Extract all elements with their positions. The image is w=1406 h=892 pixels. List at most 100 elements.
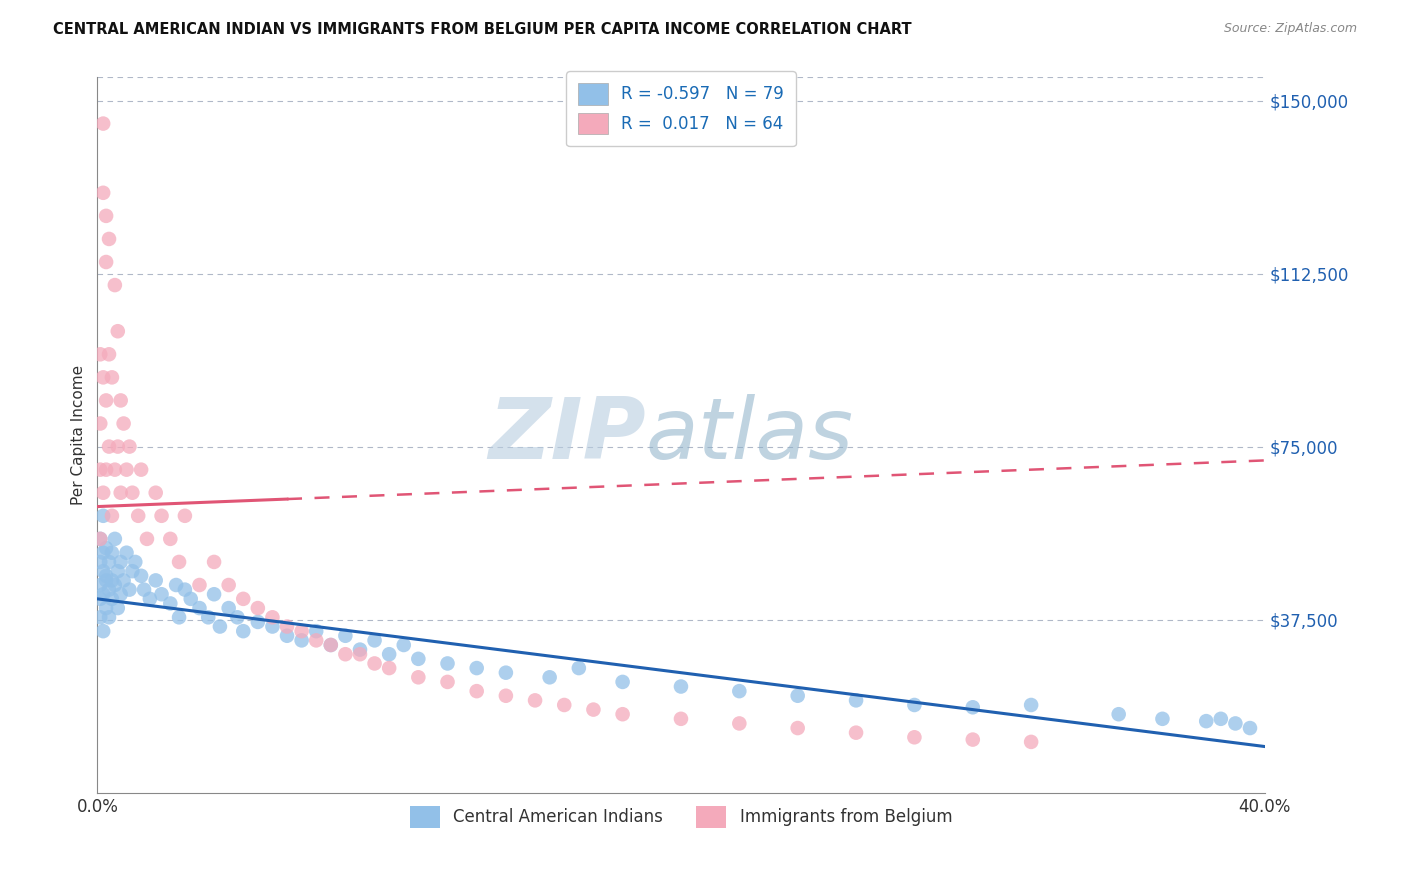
Point <box>232 624 254 639</box>
Point <box>1108 707 1130 722</box>
Point <box>89 555 111 569</box>
Point <box>335 647 357 661</box>
Point <box>129 568 152 582</box>
Point <box>121 485 143 500</box>
Point <box>167 610 190 624</box>
Point <box>553 698 575 712</box>
Point <box>319 638 342 652</box>
Legend: Central American Indians, Immigrants from Belgium: Central American Indians, Immigrants fro… <box>404 799 959 834</box>
Point <box>98 555 121 569</box>
Point <box>89 347 111 361</box>
Point <box>226 610 249 624</box>
Point <box>728 716 751 731</box>
Point <box>188 578 211 592</box>
Text: CENTRAL AMERICAN INDIAN VS IMMIGRANTS FROM BELGIUM PER CAPITA INCOME CORRELATION: CENTRAL AMERICAN INDIAN VS IMMIGRANTS FR… <box>53 22 912 37</box>
Point <box>495 689 517 703</box>
Point <box>89 578 111 592</box>
Point <box>291 624 314 639</box>
Point <box>91 546 114 560</box>
Point <box>107 324 129 338</box>
Point <box>276 629 298 643</box>
Point <box>98 232 121 246</box>
Point <box>1019 698 1042 712</box>
Point <box>188 601 211 615</box>
Point <box>305 624 328 639</box>
Point <box>104 463 127 477</box>
Point <box>91 370 114 384</box>
Point <box>218 601 240 615</box>
Point <box>98 610 121 624</box>
Point <box>1209 712 1232 726</box>
Point <box>962 700 984 714</box>
Point <box>150 508 173 523</box>
Point <box>121 564 143 578</box>
Point <box>612 707 634 722</box>
Point <box>112 574 135 588</box>
Point <box>136 532 159 546</box>
Point <box>612 674 634 689</box>
Point <box>91 587 114 601</box>
Point <box>107 601 129 615</box>
Point <box>363 657 385 671</box>
Point <box>669 712 692 726</box>
Point <box>94 209 117 223</box>
Point <box>378 647 401 661</box>
Point <box>107 440 129 454</box>
Point <box>180 591 202 606</box>
Point <box>91 186 114 200</box>
Point <box>91 485 114 500</box>
Point <box>1225 716 1247 731</box>
Point <box>115 546 138 560</box>
Point <box>110 485 132 500</box>
Point <box>903 731 925 745</box>
Point <box>124 555 146 569</box>
Text: Source: ZipAtlas.com: Source: ZipAtlas.com <box>1223 22 1357 36</box>
Point <box>349 647 371 661</box>
Point <box>98 582 121 597</box>
Point <box>349 642 371 657</box>
Point <box>1152 712 1174 726</box>
Point <box>101 591 124 606</box>
Point <box>110 587 132 601</box>
Point <box>786 721 808 735</box>
Text: atlas: atlas <box>645 393 853 476</box>
Point <box>202 555 225 569</box>
Point <box>174 508 197 523</box>
Point <box>89 417 111 431</box>
Y-axis label: Per Capita Income: Per Capita Income <box>72 365 86 505</box>
Point <box>129 463 152 477</box>
Point <box>903 698 925 712</box>
Point <box>232 591 254 606</box>
Point <box>208 619 231 633</box>
Point <box>98 440 121 454</box>
Point <box>159 532 181 546</box>
Point <box>89 532 111 546</box>
Point <box>127 508 149 523</box>
Point <box>110 555 132 569</box>
Point <box>276 619 298 633</box>
Point <box>669 680 692 694</box>
Point <box>392 638 415 652</box>
Point <box>262 619 284 633</box>
Point <box>89 591 111 606</box>
Point <box>101 546 124 560</box>
Point <box>305 633 328 648</box>
Point <box>98 347 121 361</box>
Point <box>408 652 430 666</box>
Point <box>246 615 269 629</box>
Point <box>728 684 751 698</box>
Point <box>110 393 132 408</box>
Point <box>101 370 124 384</box>
Point <box>262 610 284 624</box>
Point <box>94 541 117 555</box>
Point <box>139 591 162 606</box>
Point <box>465 661 488 675</box>
Point <box>104 578 127 592</box>
Point <box>112 417 135 431</box>
Point <box>94 463 117 477</box>
Point <box>91 117 114 131</box>
Point <box>1019 735 1042 749</box>
Point <box>786 689 808 703</box>
Point <box>118 440 141 454</box>
Point <box>132 582 155 597</box>
